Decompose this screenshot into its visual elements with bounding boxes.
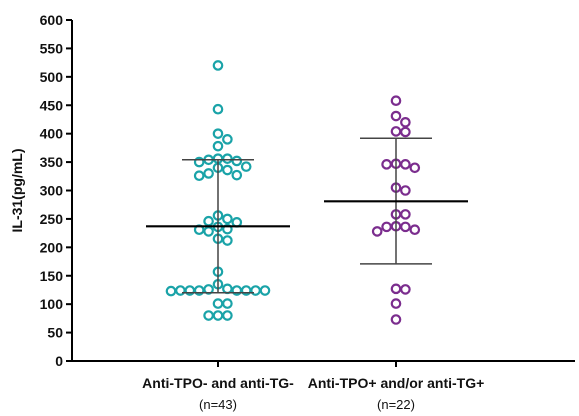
data-point bbox=[212, 60, 224, 71]
data-point bbox=[400, 117, 411, 128]
data-point bbox=[400, 209, 411, 220]
data-point bbox=[212, 310, 224, 321]
data-point bbox=[222, 223, 233, 235]
y-axis-label: IL-31(pg/mL) bbox=[9, 149, 25, 233]
data-point bbox=[193, 170, 205, 182]
y-tick-label: 600 bbox=[40, 12, 64, 28]
data-point bbox=[222, 235, 233, 246]
y-ticks: 0 50 100 150 200 250 300 350 400 450 500 550 600 bbox=[40, 12, 72, 369]
data-point bbox=[240, 161, 252, 172]
data-point bbox=[203, 310, 214, 321]
data-point bbox=[400, 185, 411, 196]
data-point bbox=[212, 103, 224, 115]
data-point bbox=[381, 221, 392, 233]
data-point bbox=[400, 159, 411, 170]
y-tick-label: 200 bbox=[40, 239, 64, 255]
axes bbox=[71, 20, 575, 362]
data-point bbox=[400, 221, 411, 233]
category-label: Anti-TPO- and anti-TG- bbox=[142, 375, 294, 391]
data-point bbox=[222, 298, 233, 309]
data-point bbox=[165, 285, 177, 297]
data-point bbox=[203, 284, 214, 295]
data-point bbox=[203, 215, 214, 227]
data-point bbox=[400, 126, 411, 138]
data-point bbox=[409, 224, 421, 236]
data-point bbox=[222, 310, 233, 321]
data-point bbox=[193, 156, 205, 168]
data-point bbox=[390, 298, 402, 309]
data-point bbox=[390, 95, 402, 107]
y-tick-label: 300 bbox=[40, 183, 64, 199]
y-tick-label: 100 bbox=[40, 296, 64, 312]
data-point bbox=[222, 134, 233, 145]
y-tick-label: 0 bbox=[55, 353, 63, 369]
data-point bbox=[222, 153, 233, 164]
y-tick-label: 450 bbox=[40, 97, 64, 113]
data-point bbox=[259, 285, 271, 296]
data-point bbox=[371, 226, 383, 237]
y-tick-label: 250 bbox=[40, 211, 64, 227]
data-point bbox=[409, 162, 421, 174]
data-point bbox=[390, 110, 402, 122]
data-point bbox=[222, 164, 233, 176]
data-points bbox=[165, 60, 421, 325]
data-point bbox=[212, 128, 224, 139]
data-point bbox=[231, 169, 243, 181]
data-point bbox=[231, 155, 243, 167]
group-n-label: (n=22) bbox=[377, 397, 415, 412]
data-point bbox=[390, 126, 402, 137]
data-point bbox=[212, 140, 224, 152]
y-tick-label: 350 bbox=[40, 154, 64, 170]
group-n-label: (n=43) bbox=[199, 397, 237, 412]
data-point bbox=[381, 159, 392, 170]
data-point bbox=[390, 314, 402, 325]
category-label: Anti-TPO+ and/or anti-TG+ bbox=[308, 375, 485, 391]
data-point bbox=[390, 283, 402, 295]
data-point bbox=[212, 298, 224, 309]
x-ticks bbox=[217, 361, 397, 367]
y-tick-label: 400 bbox=[40, 126, 64, 142]
data-point bbox=[222, 283, 233, 295]
y-tick-label: 500 bbox=[40, 69, 64, 85]
y-tick-label: 150 bbox=[40, 268, 64, 284]
y-tick-label: 50 bbox=[47, 325, 63, 341]
y-tick-label: 550 bbox=[40, 40, 64, 56]
mean-sd-bars bbox=[146, 137, 468, 294]
data-point bbox=[203, 226, 214, 237]
data-point bbox=[400, 284, 411, 295]
category-labels: Anti-TPO- and anti-TG- (n=43) Anti-TPO+ an… bbox=[142, 375, 484, 412]
data-point bbox=[203, 168, 214, 179]
data-point bbox=[222, 213, 233, 225]
